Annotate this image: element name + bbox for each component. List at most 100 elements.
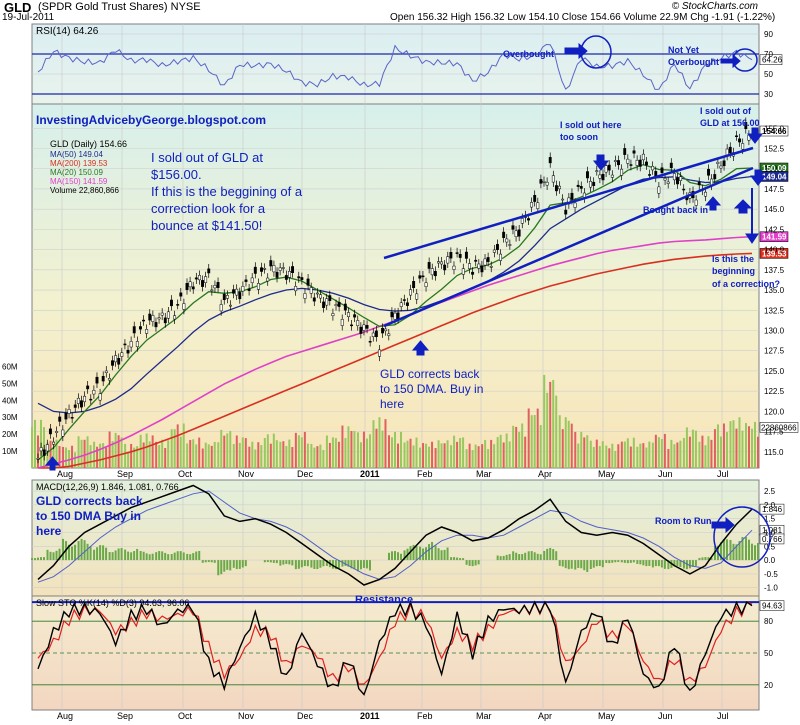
volume-bar bbox=[598, 446, 601, 468]
volume-bar bbox=[269, 443, 272, 468]
volume-bar bbox=[502, 442, 505, 468]
volume-bar bbox=[403, 442, 406, 468]
macd-histogram-bar bbox=[158, 551, 161, 561]
candle-body bbox=[548, 157, 552, 164]
macd-histogram-bar bbox=[49, 551, 52, 561]
volume-bar bbox=[443, 443, 446, 468]
macd-histogram-bar bbox=[344, 560, 347, 566]
volume-bar bbox=[213, 441, 216, 468]
volume-bar bbox=[412, 445, 415, 468]
svg-text:to 150 DMA Buy in: to 150 DMA Buy in bbox=[36, 509, 141, 523]
macd-histogram-bar bbox=[303, 560, 306, 567]
candle-body bbox=[266, 277, 270, 282]
volume-bar bbox=[701, 435, 704, 468]
volume-bar bbox=[279, 441, 282, 468]
volume-bar bbox=[62, 446, 65, 468]
macd-histogram-bar bbox=[676, 560, 679, 566]
candle-body bbox=[154, 322, 158, 328]
macd-histogram-bar bbox=[37, 557, 39, 561]
candle-body bbox=[353, 314, 357, 318]
macd-histogram-bar bbox=[52, 552, 55, 561]
candle-body bbox=[315, 292, 319, 295]
candle-body bbox=[741, 143, 745, 150]
candle-body bbox=[486, 257, 490, 262]
candle-body bbox=[676, 177, 679, 185]
candle-body bbox=[232, 289, 236, 294]
candle-body bbox=[744, 122, 748, 130]
svg-text:$156.00.: $156.00. bbox=[151, 167, 202, 182]
volume-bar bbox=[679, 440, 682, 468]
candle-body bbox=[415, 293, 419, 300]
macd-series bbox=[31, 484, 785, 586]
candle-body bbox=[346, 312, 350, 317]
macd-value-box bbox=[759, 503, 785, 515]
volume-bar bbox=[639, 443, 642, 468]
volume-bar bbox=[642, 443, 645, 468]
macd-histogram-bar bbox=[204, 560, 207, 563]
volume-bar bbox=[539, 425, 542, 468]
candle-body bbox=[229, 304, 232, 307]
x-tick-label: Jul bbox=[717, 469, 729, 479]
volume-bar bbox=[359, 442, 362, 468]
volume-bar bbox=[394, 431, 396, 468]
macd-histogram-bar bbox=[266, 560, 269, 563]
volume-bar bbox=[130, 443, 133, 468]
volume-value-label: 22860866 bbox=[761, 423, 797, 432]
candle-body bbox=[64, 412, 68, 420]
candle-body bbox=[707, 168, 710, 176]
candle-body bbox=[551, 175, 555, 183]
candle-body bbox=[554, 185, 558, 192]
macd-histogram-bar bbox=[570, 560, 573, 569]
candle-body bbox=[666, 181, 670, 184]
volume-tick-label: 40M bbox=[2, 396, 18, 405]
candle-body bbox=[393, 312, 397, 320]
volume-bar bbox=[518, 431, 521, 468]
macd-histogram-bar bbox=[428, 544, 431, 561]
volume-bar bbox=[546, 392, 549, 468]
macd-histogram-bar bbox=[139, 550, 142, 561]
price-tick-label: 130.0 bbox=[764, 326, 785, 335]
rsi-title: RSI(14) 64.26 bbox=[36, 26, 99, 37]
volume-bar bbox=[446, 440, 449, 468]
macd-histogram-bar bbox=[574, 560, 577, 570]
volume-bar bbox=[474, 444, 477, 468]
macd-histogram-bar bbox=[660, 560, 663, 568]
candle-body bbox=[502, 231, 506, 238]
volume-bar bbox=[732, 420, 735, 468]
candle-body bbox=[312, 297, 316, 302]
volume-bar bbox=[508, 441, 511, 468]
chart-date: 19-Jul-2011 bbox=[2, 12, 55, 23]
macd-histogram-bar bbox=[99, 545, 102, 561]
price-value-box bbox=[759, 248, 789, 259]
macd-tick-label: 2.5 bbox=[764, 487, 776, 496]
x-tick-label: Jun bbox=[658, 469, 673, 479]
candle-body bbox=[303, 293, 307, 299]
macd-histogram-bar bbox=[617, 560, 620, 563]
volume-bar bbox=[608, 448, 611, 468]
macd-histogram-bar bbox=[682, 560, 685, 569]
candle-body bbox=[598, 174, 602, 179]
volume-bar bbox=[55, 439, 58, 468]
macd-histogram-bar bbox=[334, 560, 337, 570]
bought-back-note: Bought back in bbox=[643, 205, 708, 215]
volume-bar bbox=[210, 445, 213, 468]
candle-body bbox=[626, 158, 630, 164]
macd-histogram-bar bbox=[176, 551, 179, 561]
volume-bar bbox=[260, 445, 263, 468]
volume-bar bbox=[365, 438, 368, 468]
volume-bar bbox=[626, 438, 629, 468]
x-tick-label: Feb bbox=[417, 469, 433, 479]
candle-body bbox=[477, 263, 481, 269]
candle-body bbox=[645, 161, 648, 166]
candle-body bbox=[492, 249, 496, 253]
volume-bar bbox=[515, 426, 518, 468]
volume-bar bbox=[68, 449, 71, 468]
macd-histogram-bar bbox=[698, 557, 701, 561]
macd-histogram-bar bbox=[359, 560, 362, 570]
candle-body bbox=[111, 360, 114, 366]
volume-bar bbox=[549, 381, 552, 468]
volume-bar bbox=[636, 446, 639, 468]
volume-bar bbox=[337, 441, 340, 468]
candle-body bbox=[424, 282, 428, 287]
volume-bar bbox=[400, 431, 402, 468]
